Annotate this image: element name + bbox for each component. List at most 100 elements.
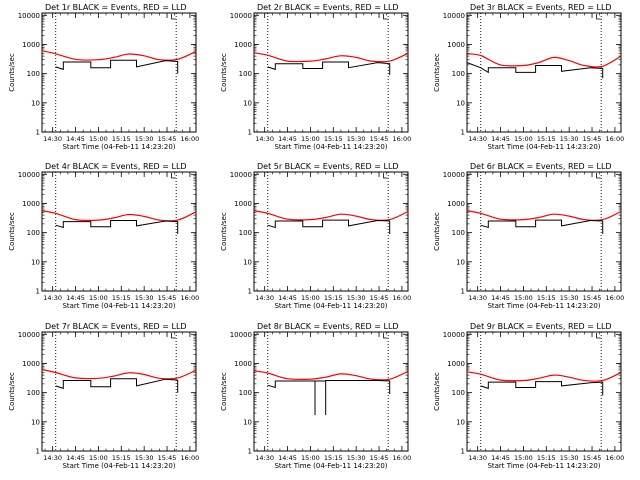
y-tick-label: 1 xyxy=(36,448,40,456)
x-tick-label: 14:45 xyxy=(66,454,85,462)
y-tick-label: 10 xyxy=(243,99,252,107)
y-tick-label: 1 xyxy=(461,288,465,296)
x-tick-label: 16:00 xyxy=(393,294,412,302)
series-line-events xyxy=(466,62,604,79)
x-axis-label: Start Time (04-Feb-11 14:23:20) xyxy=(487,462,600,470)
x-tick-label: 15:30 xyxy=(347,294,366,302)
y-tick-label: 1 xyxy=(36,288,40,296)
x-tick-label: 15:30 xyxy=(560,454,579,462)
y-tick-label: 100 xyxy=(452,389,465,397)
x-tick-label: 15:00 xyxy=(89,454,108,462)
panel-title: Det 1r BLACK = Events, RED = LLD xyxy=(45,3,187,12)
detector-panel: Det 2r BLACK = Events, RED = LLD 1 10 100 10… xyxy=(220,3,411,151)
x-tick-label: 15:30 xyxy=(135,294,154,302)
series-line-lld xyxy=(253,210,409,221)
y-tick-label: 100 xyxy=(27,229,40,237)
x-tick-label: 16:00 xyxy=(606,454,625,462)
x-tick-label: 14:30 xyxy=(43,454,62,462)
y-tick-label: 1000 xyxy=(22,360,40,368)
y-tick-label: 10 xyxy=(456,418,465,426)
x-tick-label: 15:45 xyxy=(583,294,602,302)
y-tick-label: 10 xyxy=(31,258,40,266)
x-tick-label: 15:15 xyxy=(324,294,343,302)
y-tick-label: 1 xyxy=(461,448,465,456)
y-tick-label: 1 xyxy=(248,129,252,137)
y-tick-label: 1 xyxy=(248,448,252,456)
detector-panel: Det 7r BLACK = Events, RED = LLD 1 10 100 10… xyxy=(8,322,199,470)
y-tick-label: 10 xyxy=(243,418,252,426)
x-tick-label: 15:45 xyxy=(158,454,177,462)
x-tick-label: 15:15 xyxy=(112,294,131,302)
detector-panel: Det 6r BLACK = Events, RED = LLD 1 10 100 10… xyxy=(433,162,624,310)
x-tick-label: 15:30 xyxy=(347,135,366,143)
x-axis-label: Start Time (04-Feb-11 14:23:20) xyxy=(487,143,600,151)
y-tick-label: 10000 xyxy=(443,171,465,179)
y-tick-label: 1000 xyxy=(447,41,465,49)
plot-frame xyxy=(466,331,622,452)
x-tick-label: 15:15 xyxy=(324,454,343,462)
series-line-lld xyxy=(253,52,409,63)
x-tick-label: 16:00 xyxy=(393,454,412,462)
x-tick-label: 15:15 xyxy=(537,294,556,302)
y-axis-label: Counts/sec xyxy=(220,53,228,92)
bracket-marker xyxy=(596,14,601,20)
y-tick-label: 10 xyxy=(31,99,40,107)
series-line-events xyxy=(55,220,179,234)
detector-panel: Det 4r BLACK = Events, RED = LLD 1 10 100 10… xyxy=(8,162,199,310)
x-tick-label: 15:00 xyxy=(301,454,320,462)
x-tick-label: 15:30 xyxy=(135,454,154,462)
y-tick-label: 1 xyxy=(36,129,40,137)
y-tick-label: 100 xyxy=(239,229,252,237)
panel-title: Det 2r BLACK = Events, RED = LLD xyxy=(257,3,399,12)
detector-panel: Det 8r BLACK = Events, RED = LLD 1 10 100 10… xyxy=(220,322,411,470)
x-tick-label: 14:30 xyxy=(255,294,274,302)
y-axis-label: Counts/sec xyxy=(8,212,16,251)
y-tick-label: 1 xyxy=(248,288,252,296)
series-line-lld xyxy=(41,368,197,380)
x-axis-label: Start Time (04-Feb-11 14:23:20) xyxy=(62,302,175,310)
series-line-lld xyxy=(466,210,622,221)
plot-frame xyxy=(253,12,409,133)
x-tick-label: 15:15 xyxy=(112,135,131,143)
y-tick-label: 1000 xyxy=(234,41,252,49)
x-tick-label: 14:30 xyxy=(43,294,62,302)
panel-title: Det 8r BLACK = Events, RED = LLD xyxy=(257,322,399,331)
y-tick-label: 100 xyxy=(452,70,465,78)
bracket-marker xyxy=(596,333,601,339)
series-line-lld xyxy=(253,370,409,381)
x-tick-label: 15:45 xyxy=(158,294,177,302)
plot-frame xyxy=(253,331,409,452)
x-axis-label: Start Time (04-Feb-11 14:23:20) xyxy=(62,462,175,470)
y-tick-label: 100 xyxy=(27,389,40,397)
x-tick-label: 16:00 xyxy=(181,454,200,462)
x-axis-label: Start Time (04-Feb-11 14:23:20) xyxy=(274,143,387,151)
detector-panel: Det 9r BLACK = Events, RED = LLD 1 10 100 10… xyxy=(433,322,624,470)
bracket-marker xyxy=(596,173,601,179)
x-tick-label: 15:45 xyxy=(583,135,602,143)
x-tick-label: 15:45 xyxy=(370,294,389,302)
y-axis-label: Counts/sec xyxy=(8,372,16,411)
y-tick-label: 10 xyxy=(456,258,465,266)
y-tick-label: 1000 xyxy=(447,200,465,208)
y-axis-label: Counts/sec xyxy=(433,372,441,411)
x-axis-label: Start Time (04-Feb-11 14:23:20) xyxy=(274,302,387,310)
x-tick-label: 15:45 xyxy=(583,454,602,462)
x-tick-label: 15:15 xyxy=(112,454,131,462)
y-tick-label: 100 xyxy=(239,389,252,397)
detector-panel: Det 5r BLACK = Events, RED = LLD 1 10 100 10… xyxy=(220,162,411,310)
x-tick-label: 14:45 xyxy=(66,135,85,143)
x-tick-label: 16:00 xyxy=(181,135,200,143)
panel-title: Det 9r BLACK = Events, RED = LLD xyxy=(470,322,612,331)
y-tick-label: 10000 xyxy=(18,331,40,339)
x-axis-label: Start Time (04-Feb-11 14:23:20) xyxy=(62,143,175,151)
y-axis-label: Counts/sec xyxy=(433,53,441,92)
y-tick-label: 100 xyxy=(27,70,40,78)
series-line-events xyxy=(267,61,391,75)
x-tick-label: 14:45 xyxy=(278,454,297,462)
y-tick-label: 1000 xyxy=(234,360,252,368)
series-line-events xyxy=(480,219,604,234)
plot-frame xyxy=(253,171,409,292)
x-tick-label: 15:45 xyxy=(370,454,389,462)
series-line-events xyxy=(55,378,179,393)
x-tick-label: 15:00 xyxy=(514,294,533,302)
